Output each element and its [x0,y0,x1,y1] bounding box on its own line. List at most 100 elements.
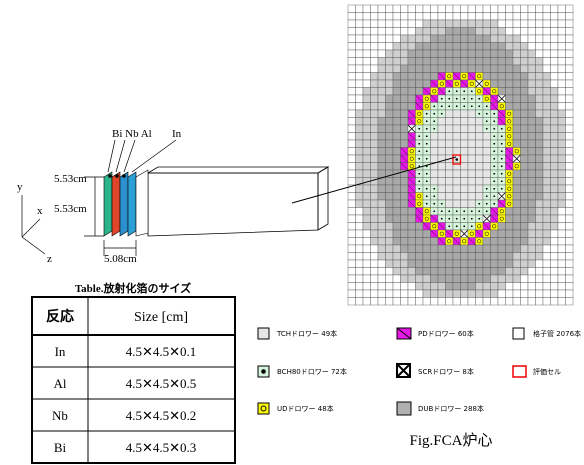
lattice-cell [528,88,536,96]
lattice-cell [476,185,484,193]
lattice-cell [551,20,559,28]
lattice-cell [371,5,379,13]
cell-dot [433,210,435,212]
lattice-cell [371,133,379,141]
lattice-cell [378,58,386,66]
lattice-cell [506,238,514,246]
lattice-cell [483,290,491,298]
lattice-cell [543,140,551,148]
lattice-cell [543,95,551,103]
lattice-cell [513,35,521,43]
lattice-cell [431,73,439,81]
lattice-cell [491,290,499,298]
lattice-cell [416,283,424,291]
cell-dot [433,113,435,115]
lattice-cell [356,110,364,118]
foils [104,170,148,236]
lattice-cell [423,290,431,298]
lattice-cell [423,238,431,246]
lattice-cell [378,5,386,13]
lattice-cell [453,230,461,238]
foil-label: Bi Nb Al [112,128,152,140]
lattice-cell [416,253,424,261]
lattice-cell [536,283,544,291]
lattice-cell [371,298,379,306]
lattice-cell [393,80,401,88]
lattice-cell [468,253,476,261]
lattice-cell [543,118,551,126]
lattice-cell [363,95,371,103]
lattice-cell [513,170,521,178]
lattice-cell [371,253,379,261]
lattice-cell [558,170,566,178]
lattice-cell [521,140,529,148]
lattice-cell [513,58,521,66]
legend-text: UDドロワー 48本 [277,404,334,413]
lattice-cell [476,245,484,253]
cell-dot [426,203,428,205]
lattice-cell [453,133,461,141]
cell-dot [418,188,420,190]
lattice-cell [558,193,566,201]
cell-dot [486,188,488,190]
cell-dot [501,180,503,182]
lattice-cell [356,200,364,208]
lattice-cell [558,133,566,141]
lattice-cell [371,193,379,201]
lattice-cell [408,245,416,253]
lattice-cell [348,65,356,73]
lattice-cell [461,275,469,283]
lattice-cell [521,28,529,36]
lattice-cell [408,283,416,291]
lattice-cell [431,58,439,66]
lattice-cell [498,223,506,231]
lattice-cell [506,208,514,216]
lattice-cell [468,268,476,276]
lattice-cell [431,50,439,58]
lattice-cell [378,110,386,118]
lattice-cell [453,20,461,28]
lattice-cell [551,5,559,13]
lattice-cell [566,148,574,156]
lattice-cell [363,35,371,43]
lattice-cell [356,223,364,231]
lattice-cell [468,58,476,66]
lattice-cell [453,178,461,186]
lattice-cell [423,253,431,261]
cell-dot [418,150,420,152]
lattice-cell [363,208,371,216]
cell-dot [501,165,503,167]
lattice-cell [543,110,551,118]
lattice-cell [356,103,364,111]
lattice-cell [371,43,379,51]
lattice-cell [551,230,559,238]
lattice-cell [431,35,439,43]
lattice-cell [393,230,401,238]
lattice-cell [378,230,386,238]
lattice-cell [371,290,379,298]
lattice-cell [386,163,394,171]
lattice-cell [506,133,514,141]
lattice-cell [528,223,536,231]
lattice-cell [423,58,431,66]
cell-dot [501,173,503,175]
lattice-cell [356,155,364,163]
lattice-cell [543,13,551,21]
axis-label: x [37,205,43,217]
lattice-cell [416,245,424,253]
lattice-cell [401,88,409,96]
lattice-cell [491,80,499,88]
lattice-cell [401,223,409,231]
lattice-cell [491,230,499,238]
lattice-cell [401,5,409,13]
lattice-cell [431,298,439,306]
lattice-cell [551,298,559,306]
lattice-cell [446,260,454,268]
lattice-cell [401,245,409,253]
lattice-cell [498,5,506,13]
lattice-cell [543,125,551,133]
lattice-cell [491,5,499,13]
lattice-cell [536,5,544,13]
cell-dot [426,173,428,175]
lattice-cell [476,253,484,261]
